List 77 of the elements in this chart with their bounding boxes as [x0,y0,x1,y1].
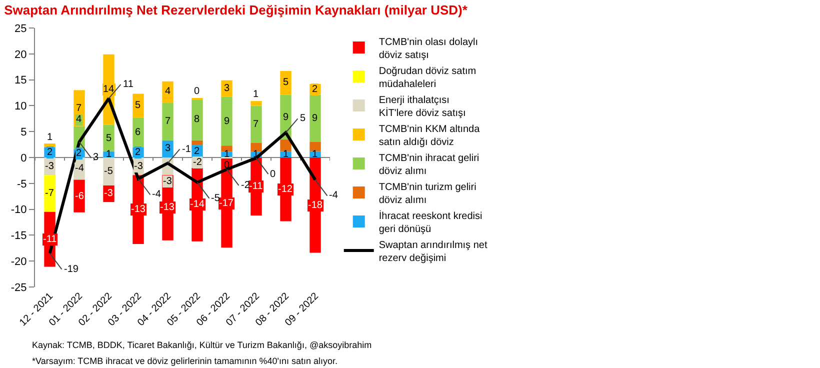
data-label: -4 [75,163,84,174]
data-label: 0 [270,169,276,180]
legend-label: TCMB'nin turizm geliri döviz alımı [378,182,476,206]
data-label: -17 [219,198,234,209]
data-label: 11 [123,79,134,90]
data-label: 7 [253,119,259,130]
text: *Varsayım: TCMB ihracat ve döviz gelirlerinin tamamının %40'ını satın alıyor. [32,356,338,366]
data-label: -13 [131,204,146,215]
data-label: -3 [163,176,172,187]
data-label: 9 [224,116,230,127]
data-label: 1 [47,132,53,143]
data-label: -11 [249,181,264,192]
data-label: 0 [224,160,230,171]
data-label: 1 [253,89,259,100]
data-label: -7 [45,188,54,199]
text: Kaynak: TCMB, BDDK, Ticaret Bakanlığı, Kültür ve Turizm Bakanlığı, @aksoyibrahim [32,340,372,350]
data-label: 4 [76,114,82,125]
data-label: 5 [106,133,112,144]
data-label: 2 [312,84,318,95]
chart-title: Swaptan Arındırılmış Net Rezervlerdeki Değişimin Kaynakları (milyar USD)* [4,2,468,18]
y-tick-label: -10 [10,204,27,216]
data-label: 2 [135,147,141,158]
data-label: -3 [134,161,144,172]
data-label: 3 [224,83,230,94]
data-label: -11 [43,234,58,245]
data-label: -5 [104,166,114,177]
data-label: -4 [152,189,162,200]
data-label: 1 [283,149,289,160]
data-label: 1 [312,149,318,160]
legend-label: Doğrudan döviz satım müdahaleleri [378,66,476,90]
data-label: -6 [75,191,84,202]
data-label: 5 [300,113,306,124]
y-tick-label: -15 [10,230,27,242]
data-label: 8 [194,114,200,125]
data-label: 7 [76,103,82,114]
y-tick-label: -25 [10,282,27,294]
data-label: 1 [106,149,112,160]
data-label: 2 [47,147,53,158]
data-label: 5 [283,77,289,88]
y-tick-label: -5 [17,178,27,190]
data-label: 0 [194,86,200,97]
y-tick-label: 25 [14,22,27,35]
data-label: 6 [135,127,141,138]
y-tick-label: 20 [14,48,27,61]
legend-label: Swaptan arındırılmış net rezerv değişimi [378,240,488,264]
y-tick-label: 10 [14,100,27,113]
y-tick-label: 5 [20,126,27,138]
data-label: 2 [194,146,200,157]
data-label: 3 [165,143,171,154]
data-label: -12 [278,184,293,195]
data-label: -19 [64,264,79,275]
y-tick-label: -20 [10,256,27,268]
data-label: 2 [76,148,82,159]
data-label: -18 [308,200,323,211]
data-label: 9 [283,112,289,123]
data-label: -3 [45,161,54,172]
legend-label: TCMB'nin ihracat geliri döviz alımı [378,152,480,177]
legend-label: Enerji ithalatçısı KİT'lere döviz satışı [378,94,466,119]
legend-label: TCMB'nin KKM altında satın aldığı döviz [378,124,480,148]
data-label: 4 [165,86,171,97]
data-label: 14 [103,84,115,95]
data-label: 3 [93,152,99,163]
data-label: 1 [224,149,230,160]
data-label: 9 [312,113,318,124]
y-tick-label: 0 [20,152,27,164]
data-label: -2 [193,157,202,168]
data-label: 5 [135,100,141,111]
data-label: -1 [182,144,192,155]
data-label: -3 [104,188,114,199]
legend-label: İhracat reeskont kredisi geri dönüşü [378,210,482,235]
data-label: -13 [160,202,175,213]
data-label: -5 [211,193,220,204]
data-label: -14 [190,199,205,210]
legend-label: TCMB'nin olası dolaylı döviz satışı [378,36,478,61]
data-label: -4 [329,190,338,201]
data-label: 7 [165,116,171,127]
y-tick-label: 15 [14,74,27,87]
